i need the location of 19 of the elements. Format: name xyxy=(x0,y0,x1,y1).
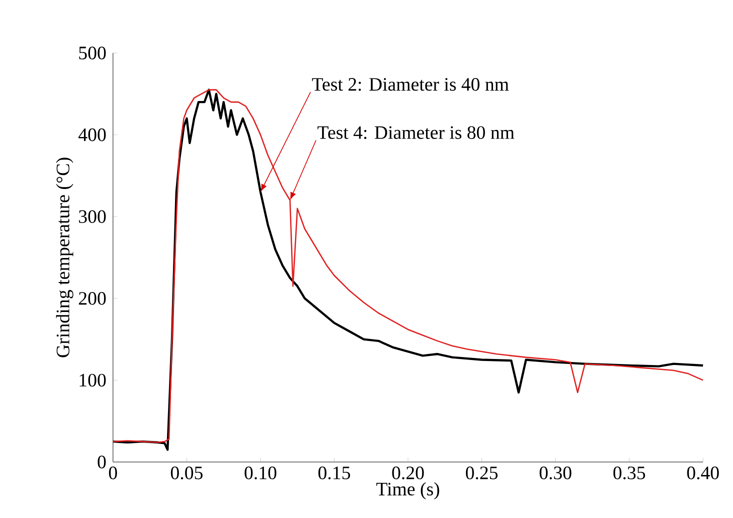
y-tick-label: 200 xyxy=(78,292,106,305)
x-tick-label: 0.40 xyxy=(687,466,719,480)
x-tick-label: 0.35 xyxy=(613,466,646,480)
x-tick-label: 0.30 xyxy=(540,466,572,480)
y-tick-label: 500 xyxy=(79,46,106,60)
x-axis-title: Time (s) xyxy=(376,482,440,500)
x-tick-label: 0.25 xyxy=(466,466,498,480)
annotation: Test 2: Diameter is 40 nm xyxy=(312,78,509,91)
y-tick-label: 100 xyxy=(80,374,106,387)
annotation: Test 4: Diameter is 80 nm xyxy=(318,126,514,140)
x-tick-label: 0.10 xyxy=(244,466,276,480)
y-tick-label: 300 xyxy=(79,210,106,223)
x-tick-label: 0 xyxy=(108,466,117,480)
y-axis-title: Grinding temperature (°C) xyxy=(56,158,74,358)
y-tick-label: 400 xyxy=(78,128,106,142)
y-tick-label: 0 xyxy=(98,456,106,468)
x-tick-label: 0.05 xyxy=(170,466,203,480)
x-tick-label: 0.20 xyxy=(392,466,424,480)
x-tick-label: 0.15 xyxy=(318,466,350,480)
